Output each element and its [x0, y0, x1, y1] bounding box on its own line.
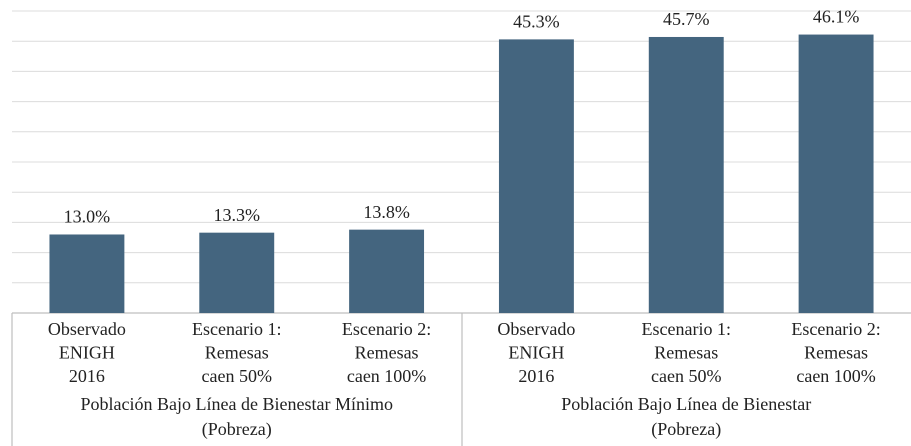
group-label: Población Bajo Línea de Bienestar Mínimo	[81, 394, 393, 414]
bar	[798, 34, 874, 313]
x-tick-label: Remesas	[355, 343, 419, 363]
bar	[349, 229, 425, 313]
bar	[498, 39, 574, 313]
x-tick-label: Observado	[497, 319, 575, 339]
bar	[199, 232, 275, 313]
x-tick-label: ENIGH	[59, 343, 115, 363]
x-tick-label: Escenario 1:	[192, 319, 281, 339]
x-tick-label: Escenario 2:	[342, 319, 431, 339]
x-tick-label: caen 100%	[796, 366, 875, 386]
x-tick-label: Observado	[48, 319, 126, 339]
value-label: 45.3%	[513, 12, 560, 32]
x-tick-label: 2016	[69, 366, 105, 386]
group-label: (Pobreza)	[651, 419, 721, 440]
group-label: Población Bajo Línea de Bienestar	[561, 394, 811, 414]
value-label: 45.7%	[663, 9, 710, 29]
x-tick-label: Escenario 1:	[642, 319, 731, 339]
value-label: 46.1%	[813, 7, 860, 27]
group-label: (Pobreza)	[202, 419, 272, 440]
x-tick-label: Remesas	[804, 343, 868, 363]
value-label: 13.8%	[363, 202, 410, 222]
value-label: 13.3%	[214, 205, 261, 225]
x-tick-label: 2016	[518, 366, 554, 386]
value-label: 13.0%	[64, 207, 111, 227]
bar	[648, 36, 724, 314]
x-tick-label: ENIGH	[508, 343, 564, 363]
x-tick-label: caen 100%	[347, 366, 426, 386]
x-tick-label: caen 50%	[651, 366, 721, 386]
x-tick-label: Escenario 2:	[791, 319, 880, 339]
x-tick-label: caen 50%	[202, 366, 272, 386]
bar	[49, 234, 125, 313]
x-tick-label: Remesas	[205, 343, 269, 363]
x-tick-label: Remesas	[654, 343, 718, 363]
